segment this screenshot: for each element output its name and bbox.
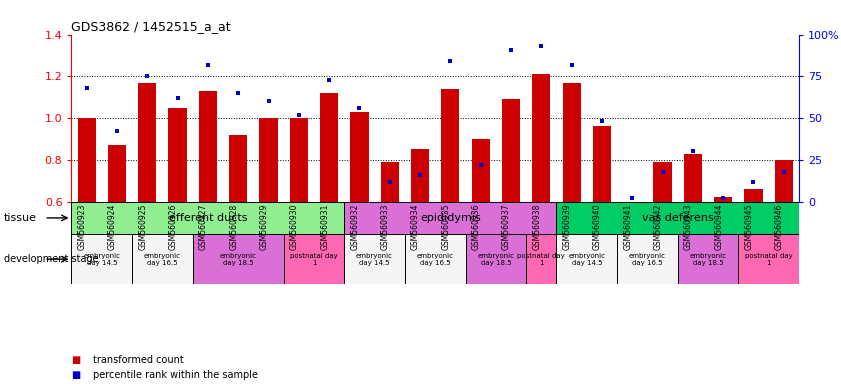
- Bar: [381, 162, 399, 202]
- Bar: [229, 135, 247, 202]
- Bar: [744, 189, 763, 202]
- Text: ■: ■: [71, 355, 81, 365]
- Text: GSM560946: GSM560946: [775, 204, 784, 250]
- Text: GSM560944: GSM560944: [714, 204, 723, 250]
- Text: postnatal day
1: postnatal day 1: [290, 253, 338, 266]
- Text: embryonic
day 18.5: embryonic day 18.5: [690, 253, 727, 266]
- Text: GSM560945: GSM560945: [744, 204, 754, 250]
- Text: embryonic
day 16.5: embryonic day 16.5: [144, 253, 181, 266]
- Text: embryonic
day 14.5: embryonic day 14.5: [356, 253, 393, 266]
- Bar: [108, 145, 126, 202]
- Text: GSM560927: GSM560927: [198, 204, 208, 250]
- Text: GSM560923: GSM560923: [77, 204, 87, 250]
- Bar: [738, 234, 799, 284]
- Bar: [593, 126, 611, 202]
- Text: GSM560932: GSM560932: [351, 204, 359, 250]
- Text: GSM560924: GSM560924: [108, 204, 117, 250]
- Bar: [775, 160, 793, 202]
- Bar: [168, 108, 187, 202]
- Text: GDS3862 / 1452515_a_at: GDS3862 / 1452515_a_at: [71, 20, 231, 33]
- Bar: [532, 74, 550, 202]
- Text: embryonic
day 16.5: embryonic day 16.5: [417, 253, 453, 266]
- Bar: [283, 234, 344, 284]
- Bar: [563, 83, 580, 202]
- Bar: [138, 83, 156, 202]
- Bar: [405, 234, 466, 284]
- Bar: [442, 89, 459, 202]
- Text: ■: ■: [71, 370, 81, 381]
- Bar: [678, 234, 738, 284]
- Text: GSM560928: GSM560928: [230, 204, 238, 250]
- Text: vas deferens: vas deferens: [642, 213, 713, 223]
- Text: embryonic
day 18.5: embryonic day 18.5: [220, 253, 257, 266]
- Bar: [653, 162, 672, 202]
- Bar: [472, 139, 489, 202]
- Text: GSM560938: GSM560938: [532, 204, 542, 250]
- Bar: [351, 112, 368, 202]
- Bar: [344, 234, 405, 284]
- Text: GSM560939: GSM560939: [563, 204, 572, 250]
- Bar: [411, 149, 429, 202]
- Text: GSM560934: GSM560934: [411, 204, 420, 250]
- Text: embryonic
day 18.5: embryonic day 18.5: [478, 253, 515, 266]
- Text: GSM560943: GSM560943: [684, 204, 693, 250]
- Bar: [71, 234, 132, 284]
- Bar: [502, 99, 520, 202]
- Text: embryonic
day 16.5: embryonic day 16.5: [629, 253, 666, 266]
- Text: GSM560933: GSM560933: [381, 204, 389, 250]
- Text: postnatal day
1: postnatal day 1: [517, 253, 565, 266]
- Text: embryonic
day 14.5: embryonic day 14.5: [569, 253, 606, 266]
- Text: efferent ducts: efferent ducts: [169, 213, 247, 223]
- Text: GSM560929: GSM560929: [260, 204, 268, 250]
- Bar: [684, 154, 702, 202]
- Text: epididymis: epididymis: [420, 213, 481, 223]
- Text: GSM560935: GSM560935: [442, 204, 451, 250]
- Text: GSM560941: GSM560941: [623, 204, 632, 250]
- Bar: [198, 91, 217, 202]
- Text: embryonic
day 14.5: embryonic day 14.5: [83, 253, 120, 266]
- Bar: [289, 118, 308, 202]
- Bar: [526, 234, 557, 284]
- Bar: [466, 234, 526, 284]
- Text: GSM560926: GSM560926: [168, 204, 177, 250]
- Text: percentile rank within the sample: percentile rank within the sample: [93, 370, 257, 381]
- Text: GSM560937: GSM560937: [502, 204, 511, 250]
- Bar: [71, 202, 344, 234]
- Text: GSM560925: GSM560925: [138, 204, 147, 250]
- Text: GSM560940: GSM560940: [593, 204, 602, 250]
- Bar: [193, 234, 283, 284]
- Text: GSM560931: GSM560931: [320, 204, 329, 250]
- Text: development stage: development stage: [4, 254, 99, 264]
- Text: GSM560942: GSM560942: [653, 204, 663, 250]
- Bar: [557, 234, 617, 284]
- Bar: [132, 234, 193, 284]
- Bar: [320, 93, 338, 202]
- Text: GSM560936: GSM560936: [472, 204, 481, 250]
- Bar: [617, 234, 678, 284]
- Bar: [344, 202, 557, 234]
- Bar: [259, 118, 278, 202]
- Text: tissue: tissue: [4, 213, 37, 223]
- Bar: [77, 118, 96, 202]
- Text: postnatal day
1: postnatal day 1: [745, 253, 792, 266]
- Text: GSM560930: GSM560930: [290, 204, 299, 250]
- Text: transformed count: transformed count: [93, 355, 183, 365]
- Bar: [714, 197, 733, 202]
- Bar: [557, 202, 799, 234]
